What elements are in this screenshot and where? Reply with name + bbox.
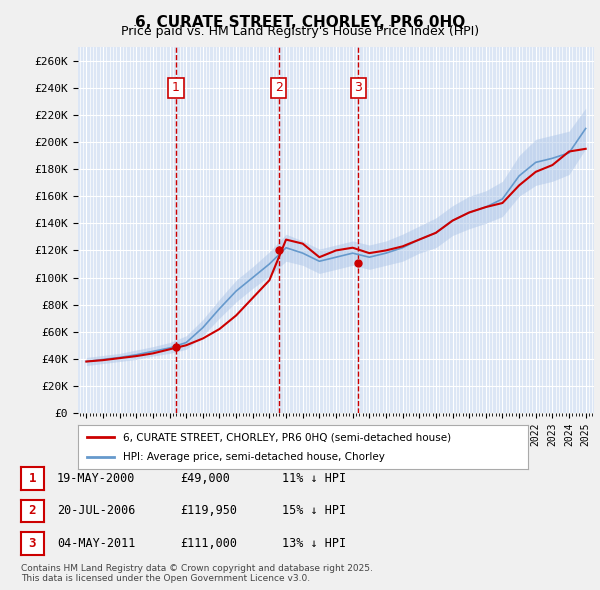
Text: £119,950: £119,950 (180, 504, 237, 517)
Text: 20-JUL-2006: 20-JUL-2006 (57, 504, 136, 517)
Text: £111,000: £111,000 (180, 537, 237, 550)
Text: 2: 2 (29, 504, 36, 517)
Text: 3: 3 (29, 537, 36, 550)
Text: HPI: Average price, semi-detached house, Chorley: HPI: Average price, semi-detached house,… (123, 452, 385, 461)
Text: 3: 3 (355, 81, 362, 94)
Text: 1: 1 (29, 472, 36, 485)
Text: Contains HM Land Registry data © Crown copyright and database right 2025.
This d: Contains HM Land Registry data © Crown c… (21, 563, 373, 583)
Text: 19-MAY-2000: 19-MAY-2000 (57, 472, 136, 485)
Text: 13% ↓ HPI: 13% ↓ HPI (282, 537, 346, 550)
Text: Price paid vs. HM Land Registry's House Price Index (HPI): Price paid vs. HM Land Registry's House … (121, 25, 479, 38)
Text: 15% ↓ HPI: 15% ↓ HPI (282, 504, 346, 517)
Text: 1: 1 (172, 81, 180, 94)
Text: 04-MAY-2011: 04-MAY-2011 (57, 537, 136, 550)
Text: 6, CURATE STREET, CHORLEY, PR6 0HQ: 6, CURATE STREET, CHORLEY, PR6 0HQ (135, 15, 465, 30)
Text: 2: 2 (275, 81, 283, 94)
Text: £49,000: £49,000 (180, 472, 230, 485)
Text: 6, CURATE STREET, CHORLEY, PR6 0HQ (semi-detached house): 6, CURATE STREET, CHORLEY, PR6 0HQ (semi… (123, 432, 451, 442)
Text: 11% ↓ HPI: 11% ↓ HPI (282, 472, 346, 485)
